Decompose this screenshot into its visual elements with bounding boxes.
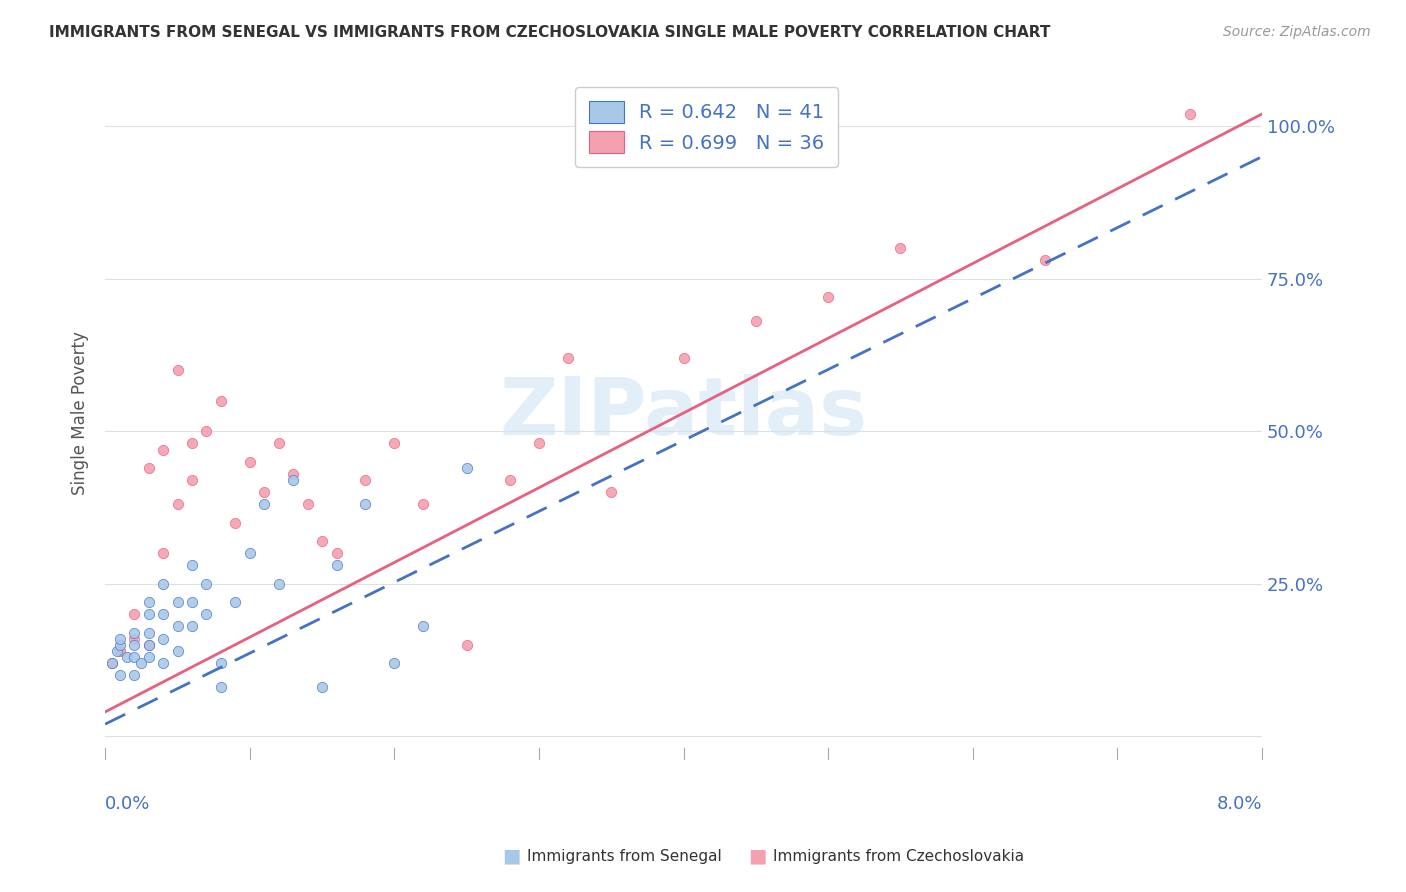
Point: [166, 498, 188, 512]
Text: Source: ZipAtlas.com: Source: ZipAtlas.com: [1223, 25, 1371, 39]
Point: [122, 625, 145, 640]
Point: [253, 485, 276, 500]
Point: [122, 650, 145, 665]
Point: [131, 656, 153, 670]
Point: [354, 498, 377, 512]
Point: [181, 473, 204, 487]
Point: [499, 473, 522, 487]
Point: [152, 607, 174, 622]
Point: [209, 393, 232, 408]
Point: [105, 644, 128, 658]
Point: [181, 436, 204, 450]
Point: [152, 442, 174, 457]
Point: [412, 619, 434, 633]
Point: [209, 681, 232, 695]
Point: [267, 436, 290, 450]
Point: [239, 546, 262, 560]
Point: [166, 363, 188, 377]
Point: [152, 546, 174, 560]
Point: [122, 668, 145, 682]
Point: [115, 650, 138, 665]
Point: [152, 632, 174, 646]
Point: [297, 498, 319, 512]
Point: [527, 436, 550, 450]
Point: [456, 461, 478, 475]
Text: ZIPatlas: ZIPatlas: [499, 374, 868, 452]
Point: [195, 607, 218, 622]
Point: [456, 638, 478, 652]
Point: [817, 290, 839, 304]
Point: [283, 467, 305, 481]
Point: [108, 668, 131, 682]
Point: [138, 595, 160, 609]
Text: ■: ■: [748, 847, 766, 866]
Point: [1178, 107, 1201, 121]
Point: [138, 625, 160, 640]
Point: [311, 681, 333, 695]
Point: [108, 644, 131, 658]
Point: [152, 656, 174, 670]
Point: [384, 656, 406, 670]
Point: [166, 595, 188, 609]
Point: [412, 498, 434, 512]
Point: [122, 607, 145, 622]
Point: [209, 656, 232, 670]
Point: [122, 638, 145, 652]
Point: [195, 424, 218, 438]
Point: [384, 436, 406, 450]
Point: [181, 619, 204, 633]
Point: [181, 558, 204, 573]
Point: [152, 576, 174, 591]
Point: [166, 619, 188, 633]
Point: [224, 516, 246, 530]
Point: [138, 650, 160, 665]
Point: [138, 638, 160, 652]
Point: [283, 473, 305, 487]
Point: [745, 314, 768, 328]
Text: 8.0%: 8.0%: [1216, 796, 1263, 814]
Point: [138, 638, 160, 652]
Point: [1033, 253, 1056, 268]
Point: [224, 595, 246, 609]
Point: [311, 534, 333, 549]
Point: [889, 241, 911, 255]
Point: [138, 607, 160, 622]
Point: [600, 485, 623, 500]
Text: 0.0%: 0.0%: [105, 796, 150, 814]
Point: [101, 656, 124, 670]
Point: [195, 576, 218, 591]
Point: [557, 351, 579, 365]
Point: [108, 632, 131, 646]
Point: [672, 351, 695, 365]
Point: [108, 638, 131, 652]
Point: [325, 558, 347, 573]
Point: [325, 546, 347, 560]
Text: Immigrants from Czechoslovakia: Immigrants from Czechoslovakia: [773, 849, 1025, 863]
Y-axis label: Single Male Poverty: Single Male Poverty: [72, 331, 89, 495]
Point: [101, 656, 124, 670]
Text: ■: ■: [502, 847, 520, 866]
Point: [181, 595, 204, 609]
Point: [122, 632, 145, 646]
Point: [354, 473, 377, 487]
Legend: R = 0.642   N = 41, R = 0.699   N = 36: R = 0.642 N = 41, R = 0.699 N = 36: [575, 87, 838, 167]
Point: [267, 576, 290, 591]
Text: IMMIGRANTS FROM SENEGAL VS IMMIGRANTS FROM CZECHOSLOVAKIA SINGLE MALE POVERTY CO: IMMIGRANTS FROM SENEGAL VS IMMIGRANTS FR…: [49, 25, 1050, 40]
Point: [253, 498, 276, 512]
Point: [166, 644, 188, 658]
Point: [138, 461, 160, 475]
Point: [239, 455, 262, 469]
Text: Immigrants from Senegal: Immigrants from Senegal: [527, 849, 723, 863]
